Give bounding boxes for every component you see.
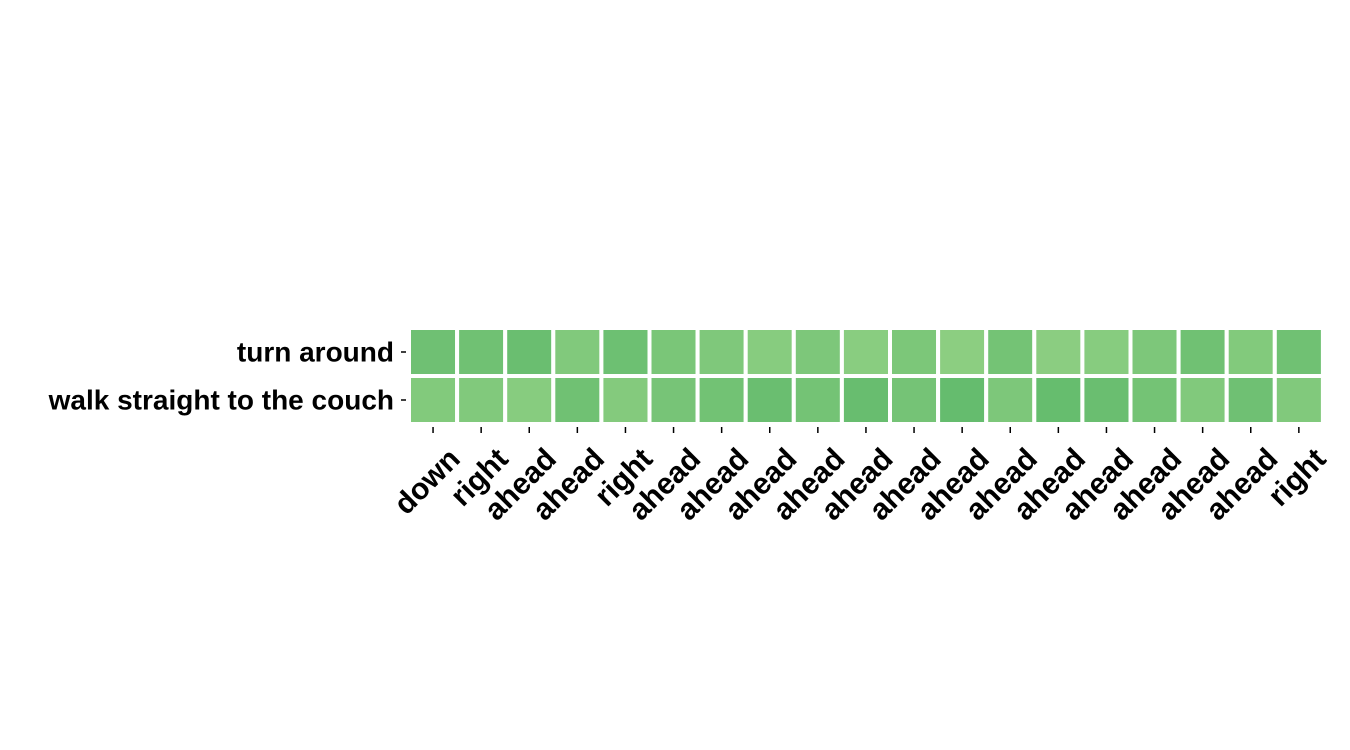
heatmap-cell-r1-c5: [647, 374, 700, 426]
heatmap-cells: [407, 326, 1325, 426]
heatmap-cell-r0-c14: [1080, 326, 1133, 378]
heatmap-cell-r1-c9: [839, 374, 893, 426]
heatmap-cell-r1-c14: [1080, 374, 1133, 426]
heatmap-cell-r1-c1: [455, 374, 508, 426]
heatmap-cell-r0-c7: [743, 326, 796, 378]
heatmap-cell-r1-c15: [1128, 374, 1181, 426]
heatmap-cell-r1-c3: [551, 374, 604, 426]
heatmap-cell-r1-c12: [984, 374, 1037, 426]
heatmap-cell-r1-c11: [936, 374, 989, 426]
x-axis: downrightaheadaheadrightaheadaheadaheada…: [388, 427, 1333, 527]
heatmap-cell-r0-c10: [888, 326, 941, 378]
y-axis: turn around walk straight to the couch: [48, 337, 406, 416]
heatmap-cell-r0-c16: [1176, 326, 1229, 378]
y-tick-label: turn around: [237, 337, 394, 368]
heatmap-cell-r1-c7: [743, 374, 796, 426]
heatmap-cell-r0-c15: [1128, 326, 1181, 378]
heatmap-cell-r1-c0: [407, 374, 460, 426]
heatmap-cell-r0-c0: [407, 326, 460, 378]
heatmap-cell-r1-c17: [1224, 374, 1277, 426]
heatmap-cell-r1-c13: [1032, 374, 1085, 426]
heatmap-cell-r0-c3: [551, 326, 604, 378]
heatmap-cell-r0-c18: [1272, 326, 1325, 378]
heatmap-cell-r0-c17: [1224, 326, 1277, 378]
heatmap-cell-r0-c11: [936, 326, 989, 378]
heatmap-cell-r1-c16: [1176, 374, 1229, 426]
heatmap-cell-r0-c13: [1032, 326, 1085, 378]
heatmap-cell-r1-c2: [503, 374, 556, 426]
y-tick-label: walk straight to the couch: [48, 385, 394, 416]
heatmap-cell-r0-c4: [599, 326, 652, 378]
heatmap-cell-r0-c2: [503, 326, 556, 378]
heatmap-cell-r1-c18: [1272, 374, 1325, 426]
heatmap-cell-r0-c5: [647, 326, 700, 378]
heatmap-cell-r0-c6: [695, 326, 748, 378]
heatmap-cell-r1-c6: [695, 374, 748, 426]
heatmap-cell-r1-c4: [599, 374, 652, 426]
heatmap-cell-r0-c9: [839, 326, 893, 378]
heatmap-cell-r0-c12: [984, 326, 1037, 378]
heatmap-cell-r1-c10: [888, 374, 941, 426]
heatmap-cell-r1-c8: [791, 374, 844, 426]
x-tick-label: right: [1262, 442, 1332, 512]
heatmap-cell-r0-c8: [791, 326, 844, 378]
heatmap-cell-r0-c1: [455, 326, 508, 378]
